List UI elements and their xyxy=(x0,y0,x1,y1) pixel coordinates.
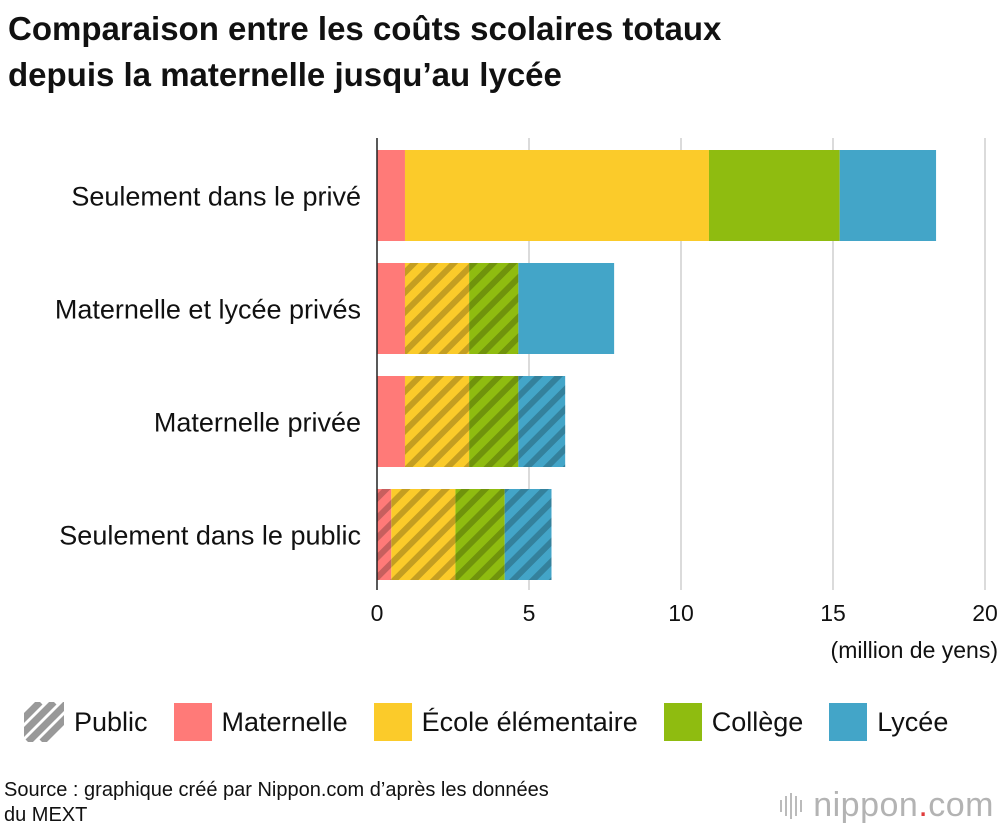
legend: Public Maternelle École élémentaire Coll… xyxy=(24,700,974,744)
bar-segment-hatch xyxy=(469,376,519,467)
bar-segment-hatch xyxy=(404,376,470,467)
bar-segment-hatch xyxy=(404,263,470,354)
x-tick-label: 0 xyxy=(371,600,384,626)
bar-segment-hatch xyxy=(518,376,566,467)
legend-swatch-maternelle xyxy=(173,703,212,741)
bar-segment-lycee xyxy=(839,150,937,241)
x-axis-unit-label: (million de yens) xyxy=(831,637,998,663)
bar-segment-hatch xyxy=(504,489,552,580)
x-tick-label: 15 xyxy=(820,600,846,626)
bar-chart: 0 5 10 15 20 Seulement dans le privé Maternell… xyxy=(55,138,998,663)
nippon-logo: nippon. com xyxy=(780,786,994,825)
chart-title-line-2: depuis la maternelle jusqu’au lycée xyxy=(8,56,562,93)
legend-swatch-public xyxy=(24,702,64,742)
legend-swatch-elementaire xyxy=(373,703,412,741)
x-tick-label: 5 xyxy=(523,600,536,626)
x-tick-label: 10 xyxy=(668,600,694,626)
bar-segment-hatch xyxy=(455,489,505,580)
logo-text: nippon xyxy=(813,786,919,824)
source-line-1: Source : graphique créé par Nippon.com d… xyxy=(4,779,549,801)
legend-swatch-lycee xyxy=(829,703,868,741)
bar-segment-maternelle xyxy=(377,376,405,467)
source-line-2: du MEXT xyxy=(4,804,88,826)
chart-title: Comparaison entre les coûts scolaires to… xyxy=(8,6,988,98)
axes: 0 5 10 15 20 Seulement dans le privé Maternell… xyxy=(55,138,998,626)
legend-label-public: Public xyxy=(74,706,148,737)
category-label: Maternelle et lycée privés xyxy=(55,295,361,325)
chart-title-line-1: Comparaison entre les coûts scolaires to… xyxy=(8,10,722,47)
bar-segment-lycee xyxy=(518,263,615,354)
legend-label-elementaire: École élémentaire xyxy=(421,706,638,737)
x-tick-label: 20 xyxy=(972,600,998,626)
bars xyxy=(377,150,937,580)
category-label: Seulement dans le privé xyxy=(71,182,361,212)
logo-mark-icon xyxy=(780,791,805,821)
legend-item-public: Public xyxy=(24,702,148,742)
source-note: Source : graphique créé par Nippon.com d… xyxy=(4,778,724,828)
legend-label-college: Collège xyxy=(711,706,804,737)
category-label: Seulement dans le public xyxy=(59,521,361,551)
logo-suffix: com xyxy=(928,786,994,824)
legend-swatch-college xyxy=(663,703,702,741)
legend-label-lycee: Lycée xyxy=(877,706,949,737)
logo-dot: . xyxy=(918,786,929,824)
category-label: Maternelle privée xyxy=(154,408,361,438)
legend-item-lycee: Lycée xyxy=(829,703,948,741)
bar-segment-college xyxy=(708,150,840,241)
bar-segment-hatch xyxy=(391,489,456,580)
bar-segment-maternelle xyxy=(377,263,405,354)
legend-item-maternelle: Maternelle xyxy=(173,703,348,741)
legend-label-maternelle: Maternelle xyxy=(221,706,348,737)
bar-segment-hatch xyxy=(377,489,392,580)
bar-segment-maternelle xyxy=(377,150,405,241)
bar-segment-elementaire xyxy=(404,150,709,241)
legend-item-elementaire: École élémentaire xyxy=(373,703,638,741)
bar-segment-hatch xyxy=(469,263,519,354)
legend-item-college: Collège xyxy=(663,703,804,741)
